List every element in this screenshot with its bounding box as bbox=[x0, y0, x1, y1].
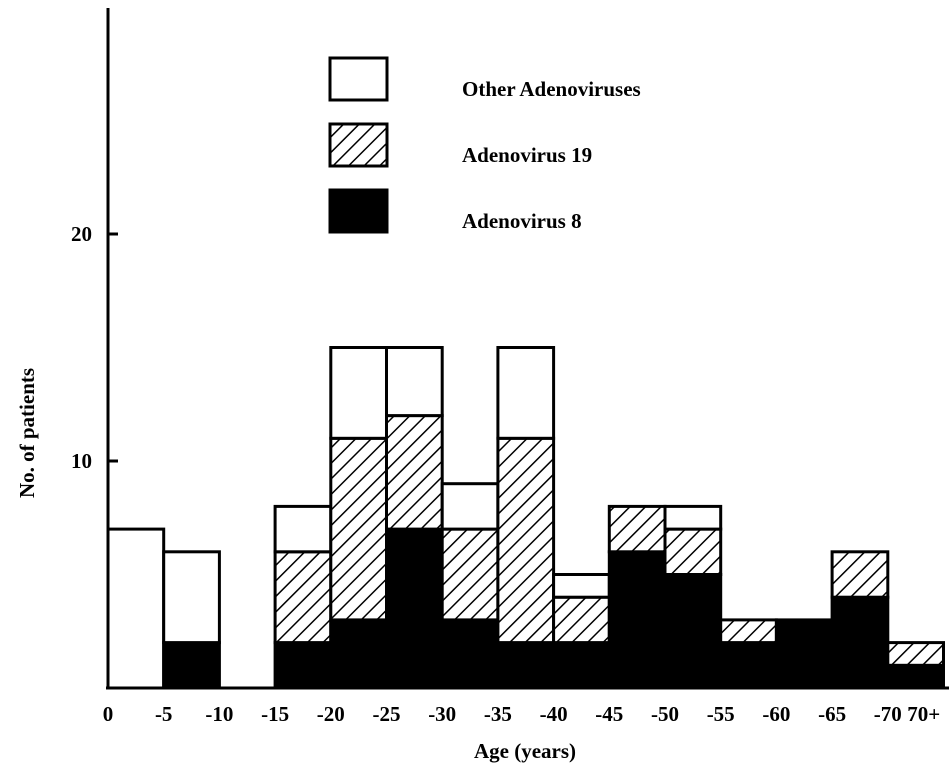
bar-segment-adenovirus-8 bbox=[774, 618, 834, 690]
x-tick-label: -55 bbox=[707, 702, 735, 726]
x-tick-label: -50 bbox=[651, 702, 679, 726]
bar-segment-other-adenoviruses bbox=[106, 527, 166, 690]
x-tick-label: -5 bbox=[155, 702, 173, 726]
bar-segment-adenovirus-19 bbox=[496, 436, 556, 645]
bar-segment-other-adenoviruses bbox=[663, 504, 723, 531]
bar-segment-adenovirus-19 bbox=[886, 641, 945, 667]
bar-segment-other-adenoviruses bbox=[552, 573, 611, 599]
bar-segment-adenovirus-8 bbox=[273, 641, 333, 690]
legend-label-adenovirus-8: Adenovirus 8 bbox=[462, 209, 582, 233]
bar-segment-adenovirus-19 bbox=[385, 414, 444, 531]
bar-segment-other-adenoviruses bbox=[440, 482, 500, 531]
x-tick-label: -30 bbox=[428, 702, 456, 726]
bar-segment-adenovirus-8 bbox=[329, 618, 388, 690]
bar-segment-other-adenoviruses bbox=[273, 504, 333, 554]
legend-swatch-other bbox=[328, 56, 389, 102]
bar-segment-adenovirus-19 bbox=[830, 550, 890, 599]
legend: Other Adenoviruses Adenovirus 19 Adenovi… bbox=[328, 56, 641, 234]
bar-segment-adenovirus-8 bbox=[552, 641, 611, 690]
x-tick-label: -40 bbox=[540, 702, 568, 726]
bar-segment-adenovirus-8 bbox=[162, 641, 221, 690]
bar-segment-adenovirus-19 bbox=[273, 550, 333, 645]
bar-segment-adenovirus-8 bbox=[496, 641, 556, 690]
legend-swatch-adenovirus-19 bbox=[328, 122, 389, 168]
bar-segment-adenovirus-19 bbox=[719, 618, 778, 645]
legend-label-adenovirus-19: Adenovirus 19 bbox=[462, 143, 592, 167]
bar-segment-other-adenoviruses bbox=[162, 550, 221, 645]
bar-segment-other-adenoviruses bbox=[329, 346, 388, 440]
bar-segment-adenovirus-8 bbox=[719, 641, 778, 690]
x-tick-label: -35 bbox=[484, 702, 512, 726]
x-tick-label: -15 bbox=[261, 702, 289, 726]
bar-segment-adenovirus-8 bbox=[385, 527, 444, 690]
bar-segment-other-adenoviruses bbox=[385, 346, 444, 418]
x-tick-label: -10 bbox=[205, 702, 233, 726]
y-axis-title: No. of patients bbox=[15, 368, 39, 498]
bar-segment-other-adenoviruses bbox=[496, 346, 556, 440]
x-tick-label: 70+ bbox=[907, 702, 940, 726]
x-tick-label: -25 bbox=[373, 702, 401, 726]
x-tick-label: -20 bbox=[317, 702, 345, 726]
y-tick-label: 10 bbox=[71, 449, 92, 473]
x-tick-label: -70 bbox=[874, 702, 902, 726]
bar-segment-adenovirus-8 bbox=[663, 573, 723, 690]
x-tick-label: 0 bbox=[103, 702, 114, 726]
bars-layer bbox=[106, 346, 945, 690]
bar-segment-adenovirus-19 bbox=[607, 504, 667, 554]
bar-segment-adenovirus-19 bbox=[663, 527, 723, 576]
y-ticks-layer: 10 20 bbox=[71, 222, 118, 473]
y-tick-label: 20 bbox=[71, 222, 92, 246]
legend-swatch-adenovirus-8 bbox=[328, 188, 389, 234]
x-tick-label: -65 bbox=[818, 702, 846, 726]
bar-segment-adenovirus-8 bbox=[886, 663, 945, 690]
x-ticks-layer: 0 -5 -10 -15 -20 -25 -30 -35 -40 -45 -50 -55 -60 -65 -… bbox=[103, 702, 940, 726]
bar-segment-adenovirus-8 bbox=[607, 550, 667, 690]
bar-segment-adenovirus-8 bbox=[440, 618, 500, 690]
bar-segment-adenovirus-19 bbox=[440, 527, 500, 622]
legend-label-other: Other Adenoviruses bbox=[462, 77, 641, 101]
x-tick-label: -60 bbox=[762, 702, 790, 726]
x-axis-title: Age (years) bbox=[474, 739, 576, 763]
bar-segment-adenovirus-19 bbox=[552, 595, 611, 645]
bar-segment-adenovirus-19 bbox=[329, 436, 388, 622]
bar-segment-adenovirus-8 bbox=[830, 595, 890, 690]
x-tick-label: -45 bbox=[595, 702, 623, 726]
